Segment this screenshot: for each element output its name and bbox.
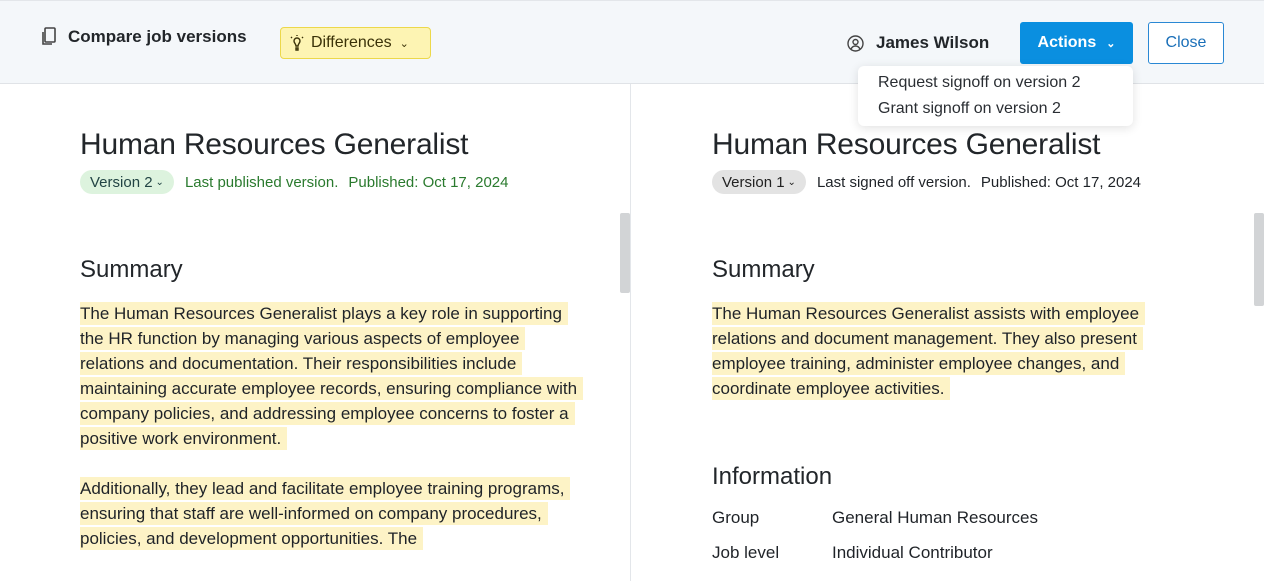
actions-button[interactable]: Actions ⌄ [1020,22,1133,64]
summary-heading: Summary [712,256,815,283]
chevron-down-icon: ⌄ [787,176,796,188]
highlighted-text: The Human Resources Generalist plays a k… [80,302,584,450]
info-value: General Human Resources [832,508,1038,527]
info-label: Job level [712,543,780,562]
header-title-group: Compare job versions [40,27,247,47]
version-status: Last signed off version. [816,173,971,191]
chevron-down-icon: ⌄ [155,176,164,188]
copy-icon [42,27,56,45]
version-1-pane: Human Resources Generalist Version 1 ⌄ La… [632,84,1264,581]
version-status: Last published version. [184,173,339,191]
published-date: Published: Oct 17, 2024 [980,173,1142,191]
differences-dropdown[interactable]: Differences ⌄ [280,27,431,59]
info-row: Job level Individual Contributor [712,543,1192,563]
summary-paragraph: Additionally, they lead and facilitate e… [80,476,585,551]
chevron-down-icon: ⌄ [399,37,409,50]
information-section: Information Group General Human Resources… [712,463,1192,563]
information-heading: Information [712,463,833,490]
published-date: Published: Oct 17, 2024 [348,173,509,191]
actions-label: Actions [1037,34,1097,51]
chevron-down-icon: ⌄ [1106,37,1116,50]
actions-menu: Request signoff on version 2 Grant signo… [858,66,1133,126]
close-button[interactable]: Close [1148,22,1224,64]
user-profile[interactable]: James Wilson [847,33,989,53]
version-selector[interactable]: Version 2 ⌄ [80,170,174,194]
differences-label: Differences [311,34,392,51]
scrollbar[interactable] [620,213,630,293]
job-title: Human Resources Generalist [80,128,469,161]
header: Compare job versions Differences ⌄ James… [0,0,1264,84]
user-name: James Wilson [876,33,990,52]
version-2-pane: Human Resources Generalist Version 2 ⌄ La… [0,84,631,581]
scrollbar[interactable] [1254,213,1264,306]
version-selector[interactable]: Version 1 ⌄ [712,170,806,194]
summary-heading: Summary [80,256,183,283]
highlighted-text: The Human Resources Generalist assists w… [712,302,1146,400]
job-title: Human Resources Generalist [712,128,1101,161]
summary-paragraph: The Human Resources Generalist assists w… [712,301,1192,401]
lightbulb-icon [290,35,304,51]
user-circle-icon [847,34,864,52]
version-label: Version 1 [722,173,785,191]
page-title: Compare job versions [68,27,247,46]
version-label: Version 2 [90,173,153,191]
info-label: Group [712,508,760,527]
info-row: Group General Human Resources [712,508,1192,528]
menu-item-request-signoff[interactable]: Request signoff on version 2 [878,74,1081,91]
highlighted-text: Additionally, they lead and facilitate e… [80,477,571,550]
info-value: Individual Contributor [832,543,993,562]
summary-paragraph: The Human Resources Generalist plays a k… [80,301,585,451]
menu-item-grant-signoff[interactable]: Grant signoff on version 2 [878,100,1061,117]
